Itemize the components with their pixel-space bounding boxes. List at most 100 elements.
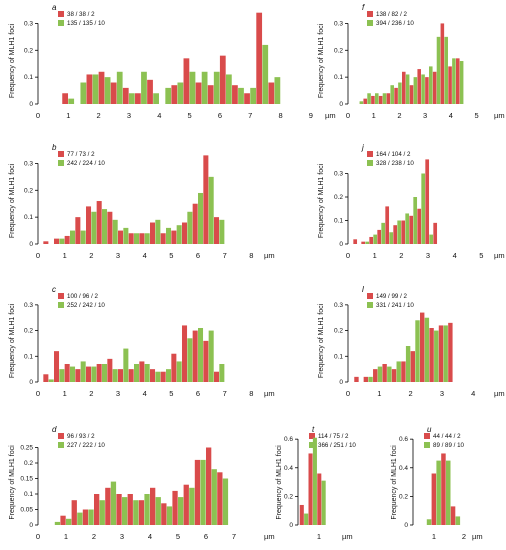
bar-green — [165, 87, 172, 104]
bar-green — [413, 77, 418, 104]
bar-red — [441, 453, 446, 525]
bar-red — [203, 155, 209, 244]
bar-green — [92, 74, 99, 104]
panel-letter: d — [52, 425, 57, 434]
x-unit-label: µm — [494, 389, 505, 398]
bar-green — [80, 230, 86, 244]
x-tick-label: 6 — [218, 111, 222, 120]
y-tick-label: 0.1 — [24, 74, 33, 81]
bar-green — [250, 87, 256, 104]
bar-green — [66, 518, 72, 525]
bar-red — [54, 351, 60, 382]
bar-green — [452, 58, 456, 104]
x-tick-label: 0 — [36, 389, 40, 398]
legend-label: 149 / 99 / 2 — [376, 293, 408, 300]
bar-red — [110, 82, 117, 104]
legend-swatch-green — [309, 442, 315, 448]
bar-red — [171, 85, 178, 104]
x-tick-label: 2 — [399, 251, 403, 260]
bar-red — [98, 71, 105, 104]
panel-a: a 38 / 38 / 2 135 / 135 / 10 0 0.1 0.2 0.3 Freq… — [9, 3, 336, 120]
bar-red — [150, 222, 156, 244]
bar-green — [219, 364, 225, 382]
bar-green — [390, 85, 394, 104]
x-tick-label: 7 — [232, 532, 236, 541]
bar-green — [377, 366, 383, 382]
bar-green — [59, 369, 65, 382]
bar-red — [172, 490, 178, 525]
x-tick-label: 0 — [346, 251, 350, 260]
legend-label: 164 / 104 / 2 — [376, 151, 411, 158]
bar-green — [77, 512, 83, 525]
x-tick-label: 3 — [426, 251, 430, 260]
bar-green — [144, 233, 150, 244]
bar-red — [420, 312, 425, 382]
x-tick-label: 2 — [89, 389, 93, 398]
bar-red — [354, 376, 359, 382]
bar-green — [444, 36, 448, 104]
bar-green — [429, 234, 434, 244]
y-tick-label: 0.1 — [24, 353, 33, 360]
bar-red — [160, 371, 166, 382]
bar-red — [171, 230, 177, 244]
bar-green — [413, 197, 418, 244]
bar-red — [160, 233, 166, 244]
x-tick-label: 1 — [63, 389, 67, 398]
bar-green — [141, 71, 147, 104]
bar-green — [80, 361, 86, 382]
y-tick-label: 0.3 — [334, 20, 343, 27]
bar-green — [104, 77, 111, 104]
bar-green — [112, 369, 118, 382]
bar-red — [86, 366, 92, 382]
bar-red — [54, 238, 60, 244]
bar-green — [208, 176, 214, 244]
bar-red — [448, 66, 452, 104]
legend-swatch-green — [367, 160, 373, 166]
bar-green — [123, 348, 129, 382]
bar-red — [64, 364, 70, 382]
legend-swatch-red — [367, 293, 373, 299]
legend-label: 114 / 75 / 2 — [318, 433, 349, 440]
x-tick-label: 8 — [249, 251, 253, 260]
bar-green — [178, 497, 184, 525]
x-tick-label: 7 — [223, 251, 227, 260]
bar-red — [71, 500, 77, 525]
bar-red — [82, 509, 89, 525]
bar-red — [118, 369, 124, 382]
y-tick-label: 0 — [29, 241, 33, 248]
bar-red — [105, 487, 111, 525]
bar-red — [425, 77, 429, 104]
y-tick-label: 0 — [29, 101, 33, 108]
y-tick-label: 0.1 — [334, 353, 343, 360]
bar-red — [139, 233, 145, 244]
bar-green — [208, 330, 214, 382]
bar-green — [59, 238, 65, 244]
bar-red — [378, 95, 383, 104]
y-tick-label: 0.1 — [24, 491, 33, 498]
bar-green — [213, 71, 220, 104]
panel-letter: t — [312, 425, 315, 434]
panel-letter: j — [361, 143, 364, 152]
x-tick-label: 8 — [249, 389, 253, 398]
x-tick-label: 5 — [176, 532, 180, 541]
x-tick-label: 2 — [92, 532, 96, 541]
bar-green — [421, 173, 426, 244]
legend-label: 252 / 242 / 10 — [67, 302, 105, 309]
bar-green — [426, 519, 432, 525]
y-tick-label: 0.2 — [24, 47, 33, 54]
bar-red — [363, 376, 369, 382]
legend-swatch-green — [367, 302, 373, 308]
legend-label: 77 / 73 / 2 — [67, 151, 95, 158]
x-tick-label: 0 — [346, 389, 350, 398]
x-tick-label: 1 — [66, 111, 70, 120]
legend-label: 100 / 96 / 2 — [67, 293, 99, 300]
bar-green — [405, 346, 411, 382]
bar-green — [396, 361, 401, 382]
bar-red — [192, 203, 198, 244]
x-tick-label: 4 — [148, 532, 152, 541]
bar-green — [446, 460, 451, 525]
bar-red — [386, 93, 391, 104]
x-tick-label: 3 — [120, 532, 124, 541]
legend-swatch-green — [58, 302, 64, 308]
